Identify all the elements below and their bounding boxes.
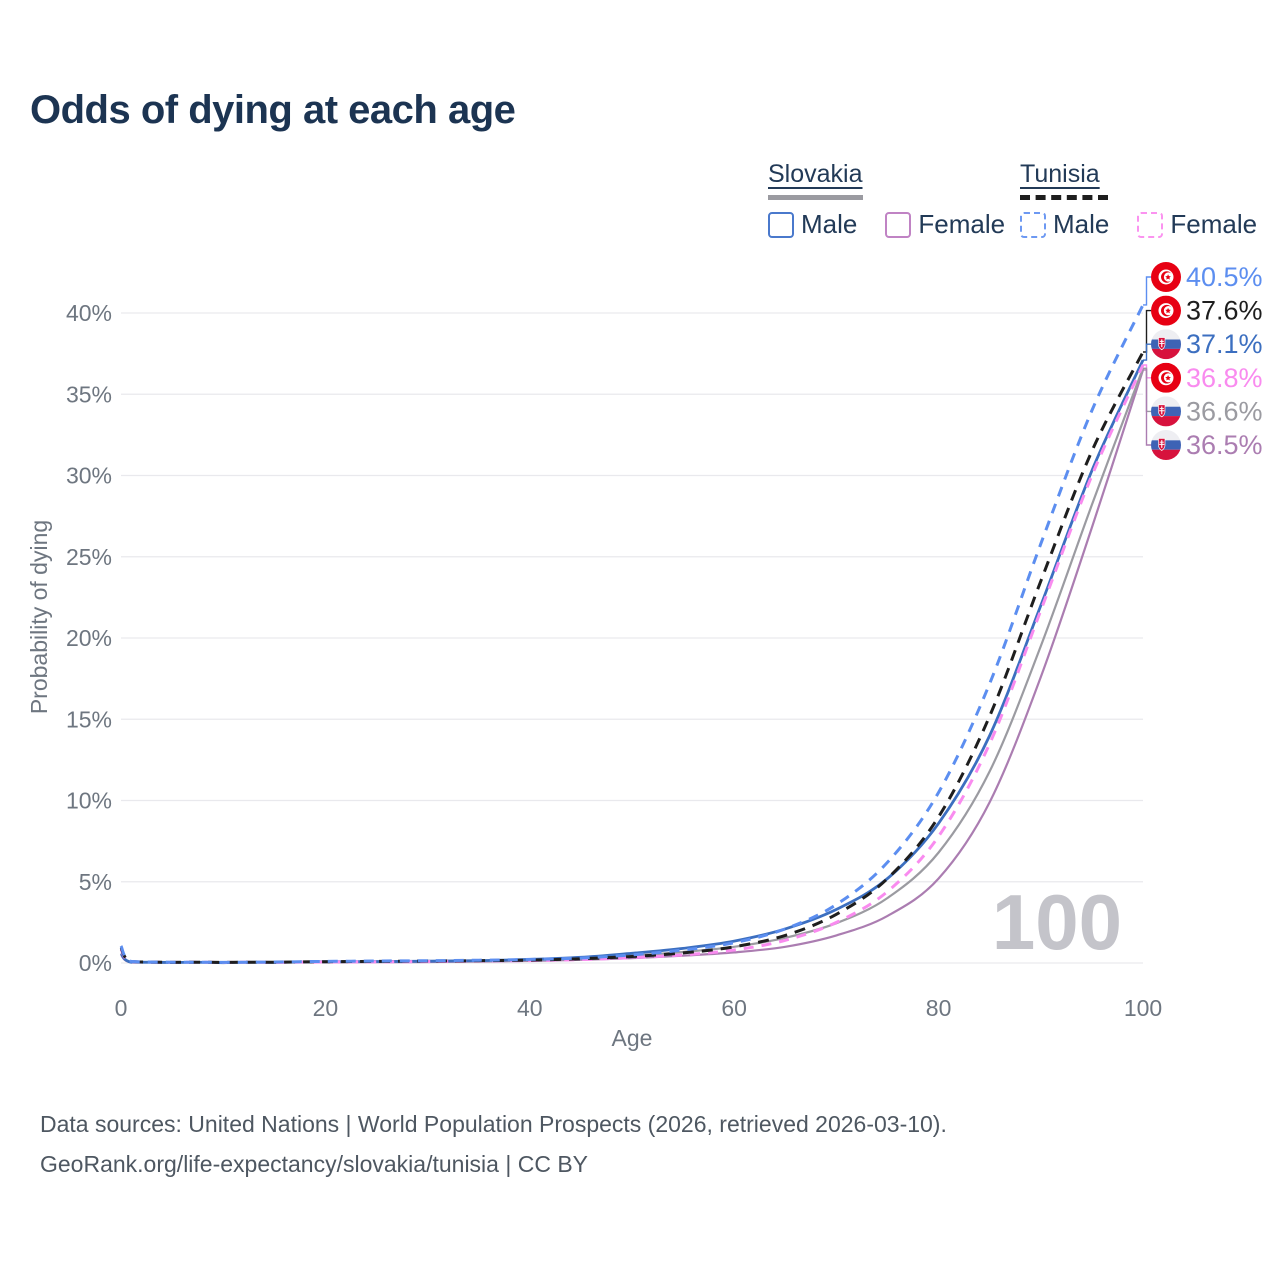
source-line-2: GeoRank.org/life-expectancy/slovakia/tun…: [40, 1151, 589, 1177]
legend-group-slovakia: Slovakia Male Female: [768, 160, 1005, 240]
end-label-leader-line: [1143, 369, 1151, 446]
y-tick-label: 25%: [66, 544, 112, 570]
x-axis-title: Age: [612, 1025, 653, 1051]
age-counter-watermark: 100: [992, 878, 1122, 966]
legend-label-tunisia-male: Male: [1053, 209, 1110, 239]
y-tick-label: 15%: [66, 706, 112, 732]
y-tick-label: 20%: [66, 625, 112, 651]
series-line-slovakia-male[interactable]: [119, 359, 1145, 965]
x-tick-label: 60: [721, 995, 747, 1021]
tunisia-line-style-swatch: [1020, 195, 1108, 200]
slovakia-flag-icon: [1151, 430, 1181, 460]
end-label-leader-line: [1143, 276, 1151, 306]
legend-checkbox-slovakia-female[interactable]: [885, 211, 912, 238]
end-label-value: 36.5%: [1186, 430, 1263, 460]
y-tick-label: 40%: [66, 300, 112, 326]
end-label-value: 40.5%: [1186, 262, 1263, 292]
end-label-value: 37.1%: [1186, 329, 1263, 359]
x-tick-label: 40: [517, 995, 543, 1021]
legend-label-slovakia-female: Female: [918, 209, 1006, 239]
end-label-leader-line: [1143, 343, 1151, 361]
end-label-leader-line: [1143, 309, 1151, 353]
slovakia-line-style-swatch: [768, 195, 863, 200]
slovakia-flag-icon: [1151, 396, 1181, 426]
y-tick-label: 30%: [66, 463, 112, 489]
legend-country-slovakia[interactable]: Slovakia: [768, 160, 863, 188]
end-label-value: 37.6%: [1186, 296, 1263, 326]
series-line-tunisia-female[interactable]: [119, 364, 1145, 965]
legend-checkbox-slovakia-male[interactable]: [768, 211, 794, 238]
legend-checkbox-tunisia-male[interactable]: [1020, 211, 1046, 238]
series-line-tunisia-male[interactable]: [119, 304, 1145, 964]
legend-country-tunisia[interactable]: Tunisia: [1020, 160, 1100, 188]
y-tick-label: 10%: [66, 788, 112, 814]
legend: Slovakia Male Female Tunisia Male Fe: [0, 160, 1280, 240]
slovakia-flag-icon: [1151, 329, 1181, 359]
legend-group-tunisia: Tunisia Male Female: [1020, 160, 1257, 240]
x-tick-label: 0: [115, 995, 128, 1021]
y-axis-title: Probability of dying: [26, 520, 52, 714]
y-tick-label: 35%: [66, 381, 112, 407]
x-tick-label: 20: [313, 995, 339, 1021]
series-line-tunisia-all[interactable]: [119, 351, 1145, 964]
y-tick-label: 5%: [79, 869, 112, 895]
series-line-slovakia-female[interactable]: [120, 369, 1145, 964]
tunisia-flag-icon: [1151, 362, 1181, 393]
legend-label-tunisia-female: Female: [1170, 209, 1258, 239]
end-label-value: 36.6%: [1186, 396, 1263, 426]
data-source-note: Data sources: United Nations | World Pop…: [40, 1104, 947, 1184]
tunisia-flag-icon: [1151, 262, 1181, 292]
legend-label-slovakia-male: Male: [801, 209, 858, 239]
y-tick-label: 0%: [79, 950, 112, 976]
end-label-value: 36.8%: [1186, 363, 1263, 393]
series-line-slovakia-all[interactable]: [120, 367, 1145, 964]
page-title: Odds of dying at each age: [30, 88, 516, 132]
x-tick-label: 100: [1124, 995, 1162, 1021]
x-tick-label: 80: [926, 995, 952, 1021]
tunisia-flag-icon: [1151, 295, 1181, 326]
legend-checkbox-tunisia-female[interactable]: [1137, 211, 1164, 238]
source-line-1: Data sources: United Nations | World Pop…: [40, 1111, 947, 1137]
